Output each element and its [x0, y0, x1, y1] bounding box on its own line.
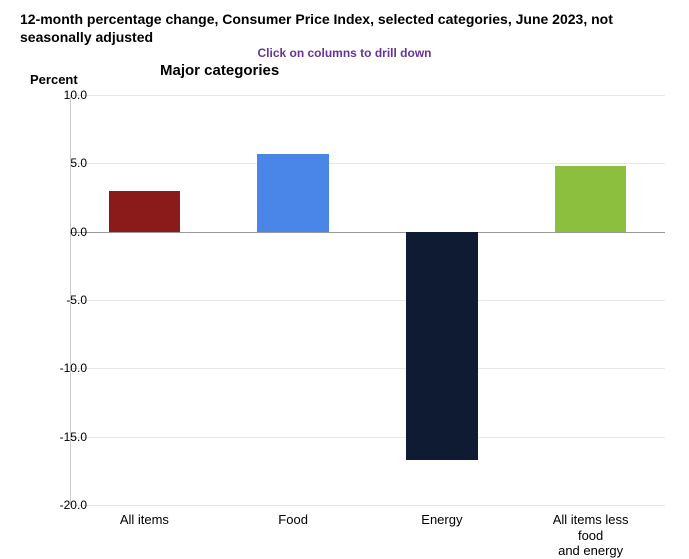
- chart-title: 12-month percentage change, Consumer Pri…: [20, 10, 669, 46]
- y-axis-label: Percent: [30, 72, 78, 87]
- y-tick-label: 0.0: [27, 225, 87, 239]
- drill-down-hint: Click on columns to drill down: [0, 46, 689, 60]
- gridline: [70, 437, 665, 438]
- chart-subtitle: Major categories: [160, 62, 279, 79]
- y-tick-label: -15.0: [27, 430, 87, 444]
- bar-column[interactable]: [406, 232, 477, 460]
- gridline: [70, 300, 665, 301]
- chart-container: 12-month percentage change, Consumer Pri…: [0, 0, 689, 551]
- x-tick-label: Energy: [421, 512, 462, 528]
- y-tick-label: -10.0: [27, 361, 87, 375]
- gridline: [70, 163, 665, 164]
- x-tick-label: All items less food and energy: [541, 512, 639, 559]
- gridline: [70, 368, 665, 369]
- gridline: [70, 505, 665, 506]
- bar-column[interactable]: [555, 166, 626, 232]
- y-tick-label: 10.0: [27, 88, 87, 102]
- x-tick-label: Food: [278, 512, 308, 528]
- gridline: [70, 95, 665, 96]
- bar-column[interactable]: [109, 191, 180, 232]
- bar-column[interactable]: [257, 154, 328, 232]
- zero-line: [70, 232, 665, 233]
- y-tick-label: -5.0: [27, 293, 87, 307]
- x-tick-label: All items: [120, 512, 169, 528]
- y-tick-label: -20.0: [27, 498, 87, 512]
- y-tick-label: 5.0: [27, 156, 87, 170]
